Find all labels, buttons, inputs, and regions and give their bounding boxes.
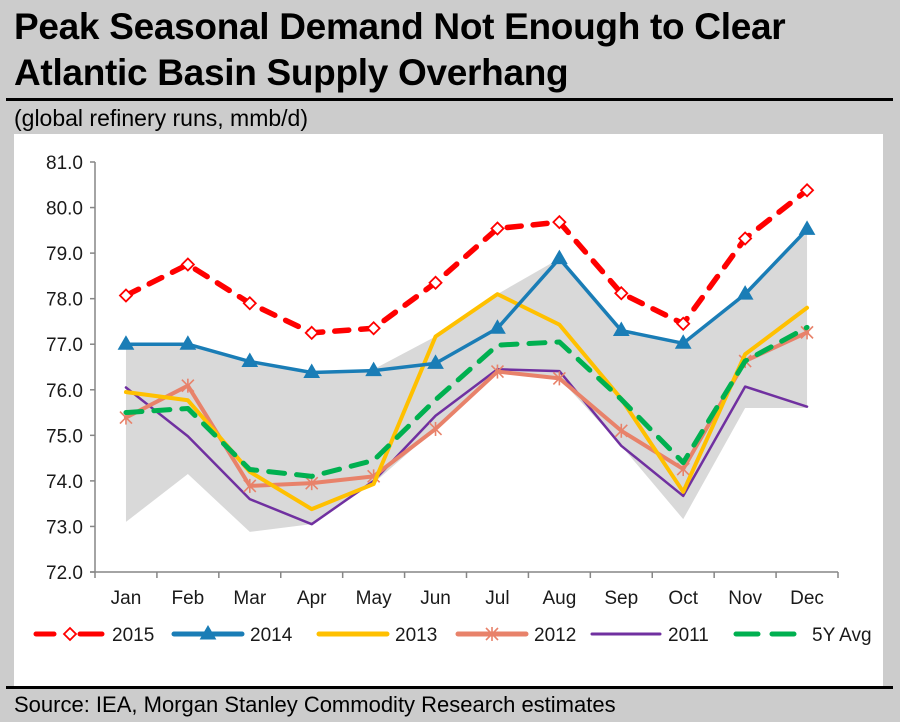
legend-marker (485, 627, 499, 641)
line-chart: 72.0 73.0 74.0 75.0 76.0 77.0 78.0 79.0 80.0 81.0… (33, 153, 872, 646)
legend-label: 2013 (395, 625, 437, 646)
y-tick-label: 72.0 (46, 563, 83, 584)
axes: 72.0 73.0 74.0 75.0 76.0 77.0 78.0 79.0 80.0 81.0… (46, 153, 839, 609)
data-point (614, 423, 628, 438)
y-tick-label: 75.0 (46, 426, 83, 447)
data-point (799, 182, 815, 198)
legend-label: 2011 (668, 625, 709, 646)
series-line-2014 (124, 227, 809, 375)
y-tick-label: 79.0 (46, 244, 83, 265)
chart-subtitle: (global refinery runs, mmb/d) (14, 105, 308, 131)
legend-item-2011: 2011 (590, 625, 709, 646)
data-point (552, 371, 566, 386)
data-point (303, 363, 321, 378)
data-point (366, 321, 381, 336)
y-tick-label: 80.0 (46, 199, 83, 220)
data-point (304, 325, 319, 341)
data-point (428, 275, 443, 290)
data-point (179, 335, 197, 350)
x-tick-label: Jul (485, 588, 509, 609)
data-point (117, 335, 135, 350)
source-note: Source: IEA, Morgan Stanley Commodity Re… (14, 692, 616, 717)
data-point (798, 220, 816, 235)
x-tick-label: Apr (297, 588, 327, 609)
data-point (243, 478, 257, 493)
series-layer (117, 182, 816, 526)
y-tick-label: 73.0 (46, 517, 83, 538)
legend-item-2012: 2012 (455, 625, 576, 646)
x-tick-label: Mar (233, 588, 266, 609)
legend-item-2015: 2015 (33, 625, 154, 646)
x-tick-label: Nov (728, 588, 762, 609)
series-5y-avg (123, 324, 810, 479)
legend-label: 5Y Avg (812, 625, 872, 646)
data-point (180, 257, 196, 272)
y-tick-label: 78.0 (46, 290, 83, 311)
x-tick-label: Sep (604, 588, 638, 609)
legend-label: 2015 (112, 625, 154, 646)
x-tick-label: May (356, 588, 392, 609)
legend-item-2014: 2014 (171, 624, 293, 646)
y-tick-label: 76.0 (46, 381, 83, 402)
legend-label: 2014 (250, 625, 293, 646)
legend: 2015 2014 2013 2012 2011 5Y Avg (33, 624, 872, 646)
data-point (365, 361, 382, 377)
x-tick-label: Dec (790, 588, 824, 609)
x-tick-label: Jan (111, 588, 142, 609)
range-band-layer (125, 229, 808, 532)
legend-label: 2012 (534, 625, 576, 646)
legend-marker (199, 624, 217, 640)
data-point (241, 352, 259, 368)
title-divider (6, 98, 893, 101)
data-point (552, 214, 567, 230)
data-point (242, 295, 258, 311)
footer-divider (6, 686, 893, 689)
data-point (181, 378, 195, 393)
series-2015 (118, 182, 815, 341)
y-tick-label: 74.0 (46, 472, 83, 493)
series-2014 (117, 220, 816, 378)
y-tick-label: 81.0 (46, 153, 83, 174)
data-point (428, 421, 443, 436)
x-tick-label: Feb (172, 588, 205, 609)
range-band (125, 229, 808, 532)
data-point (737, 231, 753, 246)
chart-panel: 72.0 73.0 74.0 75.0 76.0 77.0 78.0 79.0 80.0 81.0… (14, 134, 883, 686)
legend-item-2013: 2013 (316, 625, 437, 646)
legend-item-5y-avg: 5Y Avg (733, 625, 872, 646)
data-point (490, 221, 505, 236)
x-tick-label: Oct (668, 588, 698, 609)
x-tick-label: Jun (420, 588, 451, 609)
y-tick-label: 77.0 (46, 335, 83, 356)
series-line-2011 (124, 368, 809, 526)
data-point (489, 319, 506, 334)
series-line-2013 (123, 292, 810, 512)
data-point (674, 334, 692, 349)
data-point (736, 285, 754, 300)
data-point (427, 354, 444, 369)
chart-title: Peak Seasonal Demand Not Enough to Clear… (14, 4, 894, 96)
series-line-2015 (123, 187, 810, 336)
chart-title-line-2: Atlantic Basin Supply Overhang (14, 52, 569, 93)
data-point (675, 316, 691, 331)
series-line-5y-avg (123, 324, 810, 479)
data-point (118, 288, 134, 303)
series-line-2012 (123, 330, 810, 488)
data-point (551, 249, 568, 265)
legend-marker (62, 626, 78, 642)
series-2013 (123, 292, 810, 512)
data-point (614, 285, 629, 301)
series-2011 (124, 368, 809, 526)
x-tick-label: Aug (542, 588, 576, 609)
data-point (612, 321, 630, 337)
chart-title-line-1: Peak Seasonal Demand Not Enough to Clear (14, 6, 786, 47)
data-point (490, 364, 505, 379)
